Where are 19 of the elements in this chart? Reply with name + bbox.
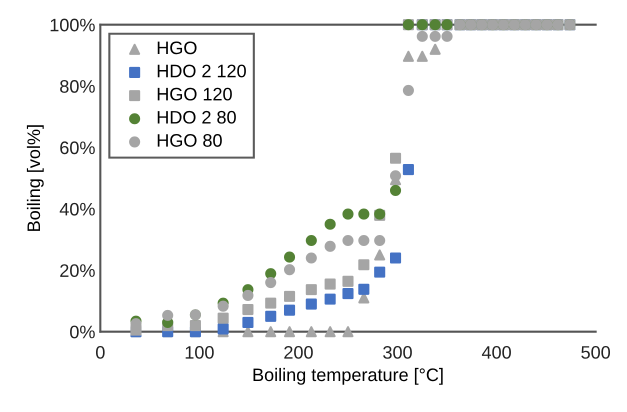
legend-label: HGO: [158, 41, 197, 54]
x-tick-label: 200: [284, 346, 313, 359]
y-tick-label: 0%: [70, 326, 95, 338]
y-tick-label: 60%: [60, 141, 95, 154]
legend-label: HDO 2 80: [158, 110, 236, 124]
y-tick-label: 20%: [60, 264, 95, 277]
x-tick-label: 500: [581, 346, 610, 359]
y-tick-label: 100%: [50, 18, 95, 32]
legend-label: HGO 80: [158, 134, 222, 147]
legend-label: HDO 2 120: [158, 64, 246, 78]
y-tick-label: 40%: [60, 202, 95, 216]
x-tick-label: 100: [186, 346, 214, 359]
x-tick-label: 300: [383, 346, 412, 359]
legend-label: HGO 120: [158, 88, 232, 101]
x-tick-label: 400: [482, 346, 511, 359]
y-tick-label: 80%: [60, 80, 95, 93]
x-tick-label: 0: [96, 346, 105, 359]
y-axis-title: Boiling [vol%]: [26, 125, 44, 231]
x-axis-title: Boiling temperature [°C]: [254, 368, 443, 385]
